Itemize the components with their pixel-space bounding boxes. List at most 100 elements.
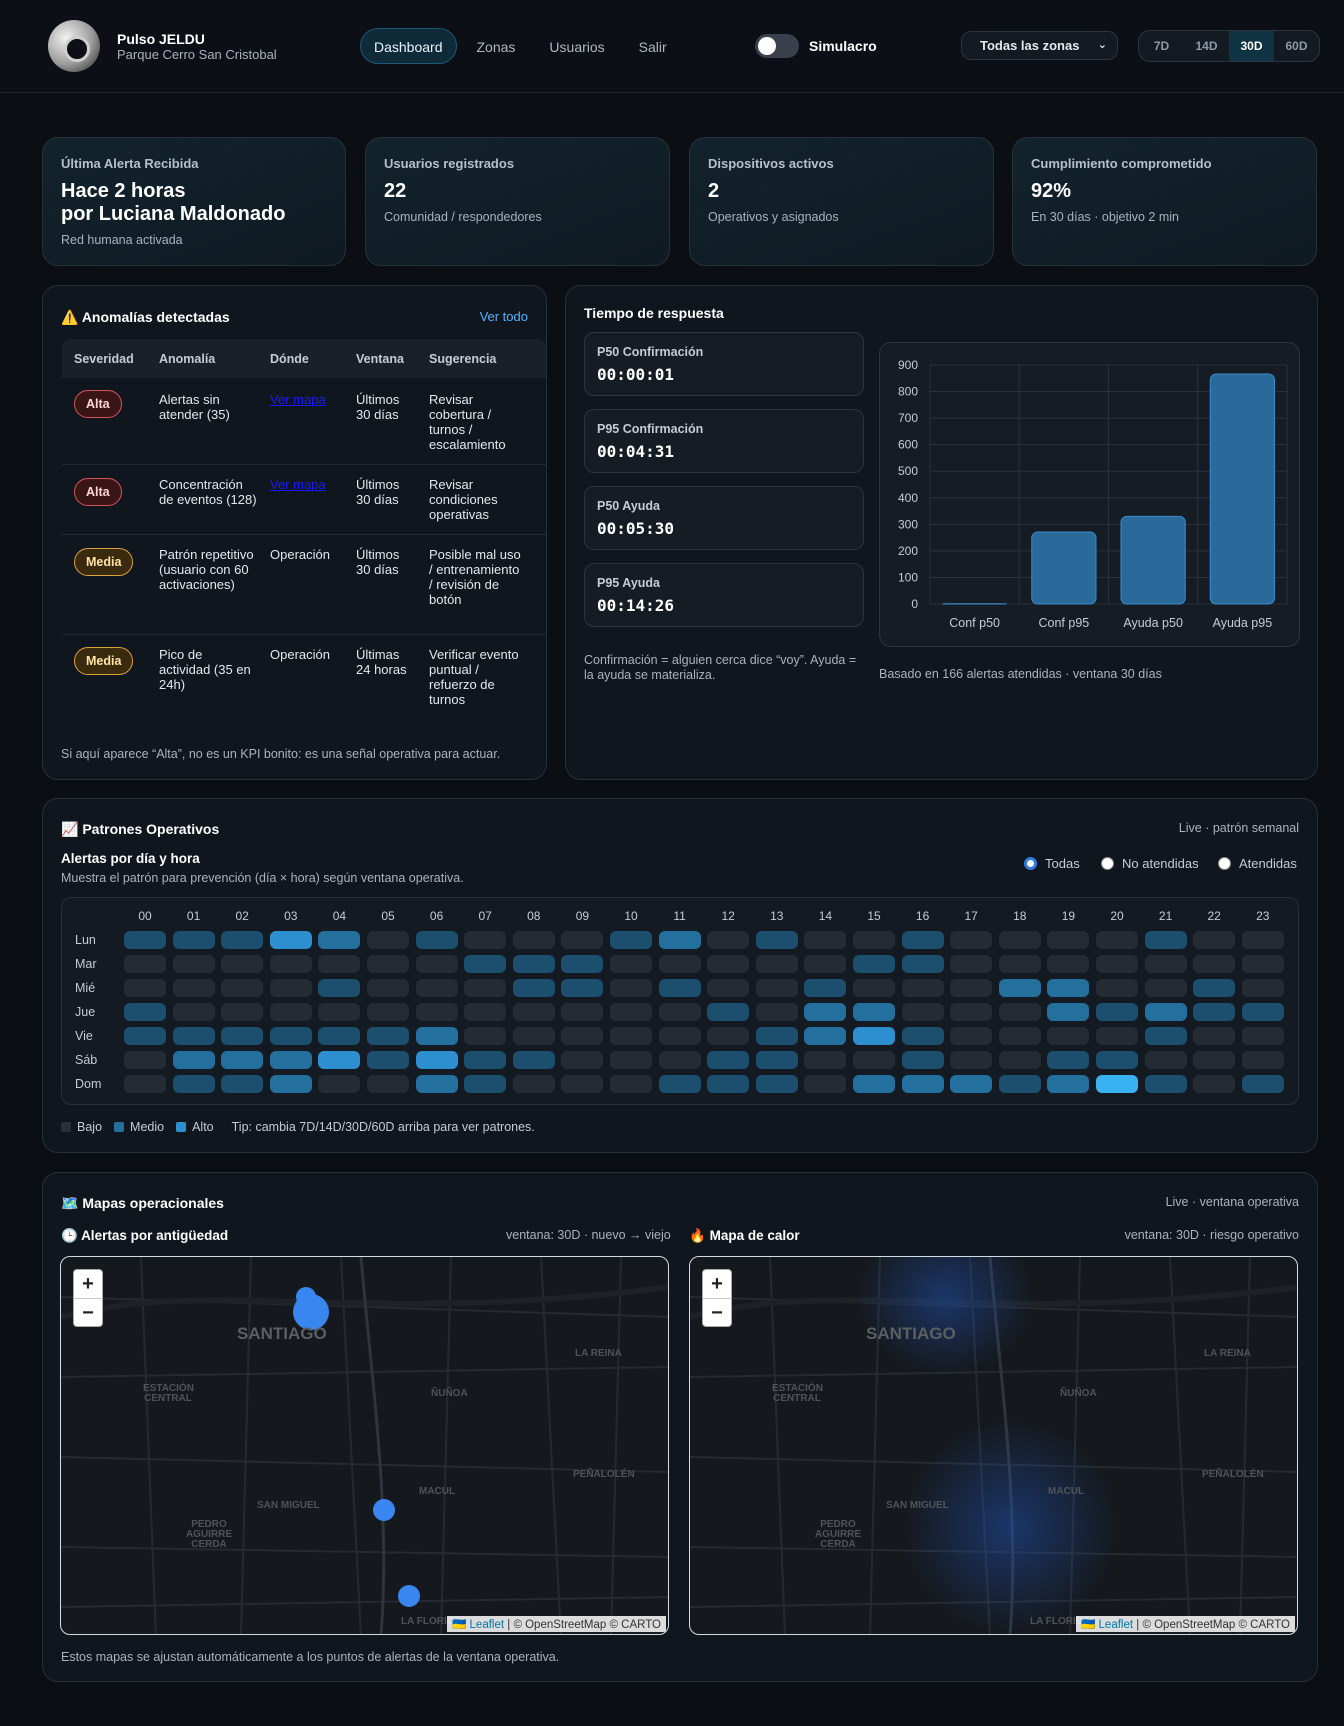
- heatmap-cell[interactable]: [1047, 931, 1090, 949]
- heatmap-cell[interactable]: [561, 1027, 604, 1045]
- heatmap-cell[interactable]: [269, 931, 312, 949]
- heatmap-cell[interactable]: [755, 1075, 798, 1093]
- heatmap-cell[interactable]: [804, 931, 847, 949]
- heatmap-cell[interactable]: [269, 1003, 312, 1021]
- heatmap-cell[interactable]: [124, 1051, 166, 1069]
- heatmap-cell[interactable]: [318, 931, 361, 949]
- heatmap-cell[interactable]: [1144, 931, 1187, 949]
- zoom-in-button[interactable]: +: [74, 1270, 102, 1299]
- heatmap-cell[interactable]: [755, 1027, 798, 1045]
- heatmap-cell[interactable]: [853, 979, 895, 997]
- heatmap-cell[interactable]: [1193, 1051, 1236, 1069]
- heatmap-cell[interactable]: [804, 1051, 847, 1069]
- heatmap-cell[interactable]: [1144, 979, 1187, 997]
- heatmap-cell[interactable]: [853, 1051, 895, 1069]
- heatmap-cell[interactable]: [561, 931, 604, 949]
- heatmap-cell[interactable]: [415, 1075, 458, 1093]
- heatmap-cell[interactable]: [367, 1027, 409, 1045]
- range-7d[interactable]: 7D: [1153, 39, 1170, 53]
- heatmap-cell[interactable]: [853, 931, 895, 949]
- heatmap-cell[interactable]: [658, 979, 701, 997]
- heatmap-cell[interactable]: [1193, 979, 1236, 997]
- filter-no-atendidas[interactable]: No atendidas: [1101, 856, 1199, 871]
- heatmap-cell[interactable]: [755, 979, 798, 997]
- heatmap-cell[interactable]: [1193, 1003, 1236, 1021]
- map-link-text[interactable]: Ver mapa: [270, 477, 326, 492]
- heatmap-cell[interactable]: [1144, 1003, 1187, 1021]
- heatmap-cell[interactable]: [269, 955, 312, 973]
- heatmap-cell[interactable]: [561, 955, 604, 973]
- heatmap-cell[interactable]: [804, 1027, 847, 1045]
- heatmap-cell[interactable]: [415, 1027, 458, 1045]
- heatmap-cell[interactable]: [221, 931, 264, 949]
- heatmap-cell[interactable]: [707, 931, 750, 949]
- filter-atendidas[interactable]: Atendidas: [1218, 856, 1297, 871]
- heatmap-cell[interactable]: [464, 1051, 507, 1069]
- heatmap-cell[interactable]: [901, 1003, 944, 1021]
- heatmap-cell[interactable]: [707, 1051, 750, 1069]
- heatmap-cell[interactable]: [1096, 979, 1138, 997]
- heatmap-cell[interactable]: [172, 1027, 215, 1045]
- heatmap-cell[interactable]: [950, 1051, 993, 1069]
- heatmap-cell[interactable]: [1096, 1003, 1138, 1021]
- heatmap-cell[interactable]: [998, 1075, 1041, 1093]
- heatmap-cell[interactable]: [1144, 1027, 1187, 1045]
- heatmap-cell[interactable]: [707, 1003, 750, 1021]
- heatmap-cell[interactable]: [1047, 1027, 1090, 1045]
- heatmap-cell[interactable]: [172, 1003, 215, 1021]
- heatmap-cell[interactable]: [901, 1075, 944, 1093]
- heatmap-cell[interactable]: [464, 1075, 507, 1093]
- heatmap-cell[interactable]: [269, 1051, 312, 1069]
- heatmap-cell[interactable]: [1193, 955, 1236, 973]
- radio-icon[interactable]: [1218, 857, 1231, 870]
- heatmap-cell[interactable]: [124, 955, 166, 973]
- heatmap-cell[interactable]: [367, 931, 409, 949]
- heatmap-cell[interactable]: [464, 979, 507, 997]
- age-map[interactable]: SANTIAGO ESTACIÓN CENTRAL ÑUÑOA LA REINA…: [60, 1256, 669, 1635]
- radio-checked-icon[interactable]: [1024, 857, 1037, 870]
- heatmap-cell[interactable]: [804, 955, 847, 973]
- heatmap-cell[interactable]: [561, 1075, 604, 1093]
- heatmap-cell[interactable]: [318, 955, 361, 973]
- heatmap-cell[interactable]: [561, 1003, 604, 1021]
- map-link-text[interactable]: Ver mapa: [270, 392, 326, 407]
- heatmap-cell[interactable]: [1241, 1075, 1284, 1093]
- heatmap-cell[interactable]: [512, 979, 555, 997]
- heatmap-cell[interactable]: [124, 979, 166, 997]
- heatmap-cell[interactable]: [464, 1027, 507, 1045]
- map-link[interactable]: Ver mapa: [270, 477, 326, 492]
- heatmap-cell[interactable]: [658, 1075, 701, 1093]
- heatmap-cell[interactable]: [707, 979, 750, 997]
- heatmap-cell[interactable]: [998, 955, 1041, 973]
- heatmap-cell[interactable]: [1144, 1075, 1187, 1093]
- heatmap-cell[interactable]: [172, 931, 215, 949]
- heatmap-cell[interactable]: [1047, 1003, 1090, 1021]
- heatmap-cell[interactable]: [901, 1027, 944, 1045]
- heatmap-cell[interactable]: [901, 979, 944, 997]
- heatmap-cell[interactable]: [853, 1027, 895, 1045]
- heatmap-cell[interactable]: [1241, 955, 1284, 973]
- heatmap-cell[interactable]: [853, 955, 895, 973]
- heatmap-cell[interactable]: [998, 1051, 1041, 1069]
- heatmap-cell[interactable]: [367, 1075, 409, 1093]
- heatmap-cell[interactable]: [415, 1003, 458, 1021]
- zoom-in-button[interactable]: +: [703, 1270, 731, 1299]
- heatmap-cell[interactable]: [1096, 955, 1138, 973]
- heatmap-cell[interactable]: [221, 979, 264, 997]
- alert-point[interactable]: [373, 1499, 395, 1521]
- nav-salir[interactable]: Salir: [638, 39, 667, 55]
- zoom-out-button[interactable]: −: [711, 1302, 723, 1324]
- heatmap-cell[interactable]: [415, 979, 458, 997]
- leaflet-link[interactable]: Leaflet: [469, 1619, 505, 1631]
- heatmap-cell[interactable]: [998, 979, 1041, 997]
- heatmap-cell[interactable]: [172, 979, 215, 997]
- heatmap-cell[interactable]: [707, 1075, 750, 1093]
- alert-point[interactable]: [398, 1585, 420, 1607]
- heatmap-cell[interactable]: [755, 1051, 798, 1069]
- heatmap-cell[interactable]: [658, 1003, 701, 1021]
- heatmap-cell[interactable]: [512, 1027, 555, 1045]
- heatmap-cell[interactable]: [901, 931, 944, 949]
- heatmap-cell[interactable]: [1144, 1051, 1187, 1069]
- heatmap-cell[interactable]: [172, 1051, 215, 1069]
- heatmap-cell[interactable]: [658, 1051, 701, 1069]
